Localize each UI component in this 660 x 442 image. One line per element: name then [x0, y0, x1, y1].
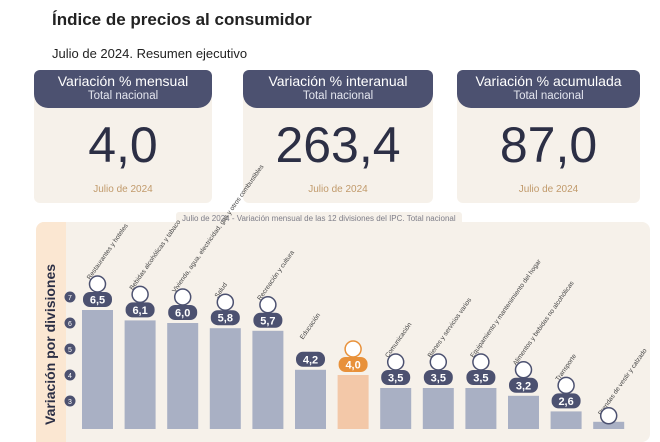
division-bar-chart: 7 6 5 4 3 6,5 Restaurantes y hoteles 6,1 Bebidas… [64, 163, 649, 429]
bar [167, 323, 199, 429]
value-label: 4,2 [303, 354, 318, 366]
y-tick-label: 5 [68, 347, 72, 354]
value-badge [423, 370, 453, 385]
y-tick-label: 3 [68, 399, 72, 406]
bar [508, 395, 539, 429]
y-tick-dot [64, 343, 76, 355]
y-axis-band [36, 222, 66, 442]
bar [124, 320, 156, 429]
value-label: 4,0 [345, 360, 360, 372]
y-tick-dot [64, 291, 76, 303]
card-accumulated-date: Julio de 2024 [518, 184, 579, 195]
umbrella-icon [259, 296, 277, 314]
card-monthly-value: 4,0 [88, 117, 158, 173]
car-icon [557, 376, 575, 395]
bar [593, 421, 625, 429]
card-interannual-title: Variación % interanual [268, 73, 408, 89]
y-tick-label: 4 [68, 373, 72, 380]
value-badge [381, 370, 411, 385]
value-badge [338, 357, 368, 372]
y-tick-dot [64, 369, 76, 381]
value-badge [125, 302, 155, 318]
y-tick-dot [64, 395, 76, 407]
card-monthly-title: Variación % mensual [57, 73, 189, 89]
card-interannual-header: Variación % interanual Total nacional [243, 70, 433, 108]
bar [550, 411, 582, 429]
bar [337, 375, 369, 429]
fruit-icon [514, 361, 533, 379]
category-label: Educación [299, 312, 322, 341]
category-label: Vivienda, agua, electricidad, gas y otro… [171, 163, 266, 294]
value-label: 6,5 [90, 295, 105, 307]
value-badge [168, 305, 198, 320]
chart-caption: Julio de 2024 - Variación mensual de las… [176, 212, 462, 225]
value-badge [296, 351, 325, 367]
value-label: 3,5 [388, 373, 403, 385]
value-label: 3,2 [516, 380, 531, 392]
value-label: 2,6 [558, 396, 573, 408]
lightbulb-icon [173, 288, 192, 306]
card-monthly: Variación % mensual Total nacional 4,0 J… [34, 70, 212, 203]
value-badge [253, 312, 283, 328]
value-badge [551, 393, 581, 409]
category-label: Prendas de vestir y calzado [597, 347, 649, 417]
card-monthly-date: Julio de 2024 [93, 184, 153, 195]
card-accumulated-value: 87,0 [499, 117, 598, 173]
basket-icon [344, 340, 362, 358]
value-label: 5,8 [218, 313, 233, 325]
category-label: Bebidas alcohólicas y tabaco [129, 219, 183, 292]
card-accumulated-title: Variación % acumulada [475, 73, 622, 89]
value-badge [210, 310, 240, 326]
card-interannual-sub: Total nacional [302, 90, 374, 102]
bar [380, 388, 412, 429]
value-label: 3,5 [431, 373, 446, 385]
bar [295, 369, 326, 429]
value-badge [509, 377, 538, 393]
card-accumulated-header: Variación % acumulada Total nacional [457, 70, 640, 108]
restaurant-icon [88, 275, 107, 293]
category-label: Bienes y servicios varios [427, 296, 474, 359]
wine-bottle-icon [131, 285, 149, 304]
value-badge [466, 370, 496, 385]
value-badge [83, 292, 112, 307]
value-label: 5,7 [260, 315, 275, 327]
card-accumulated-sub: Total nacional [513, 90, 584, 102]
card-monthly-header: Variación % mensual Total nacional [34, 70, 212, 108]
value-label: 3,5 [473, 373, 488, 385]
category-label: Comunicación [384, 321, 414, 359]
category-label: Recreación y cultura [256, 249, 296, 302]
medical-kit-icon [216, 293, 235, 311]
category-label: Restaurantes y hoteles [86, 222, 130, 281]
y-tick-label: 6 [68, 321, 72, 328]
bar [252, 330, 284, 429]
bar [82, 310, 113, 429]
card-interannual: Variación % interanual Total nacional 26… [243, 70, 433, 203]
smartphone-icon [386, 353, 405, 371]
card-accumulated: Variación % acumulada Total nacional 87,… [457, 70, 640, 203]
card-interannual-value: 263,4 [275, 117, 401, 173]
scissors-icon [429, 353, 448, 371]
value-label: 6,0 [175, 308, 190, 320]
page-subtitle: Julio de 2024. Resumen ejecutivo [52, 46, 248, 61]
page-title: Índice de precios al consumidor [52, 10, 312, 29]
card-interannual-date: Julio de 2024 [308, 184, 368, 195]
bar [422, 388, 454, 429]
value-label: 6,1 [132, 305, 147, 317]
shirt-icon [599, 407, 618, 425]
card-monthly-sub: Total nacional [87, 90, 159, 102]
paint-roller-icon [472, 353, 490, 371]
y-tick-label: 7 [68, 295, 72, 302]
bar [465, 388, 497, 429]
bar [209, 328, 241, 429]
y-tick-dot [64, 317, 76, 329]
